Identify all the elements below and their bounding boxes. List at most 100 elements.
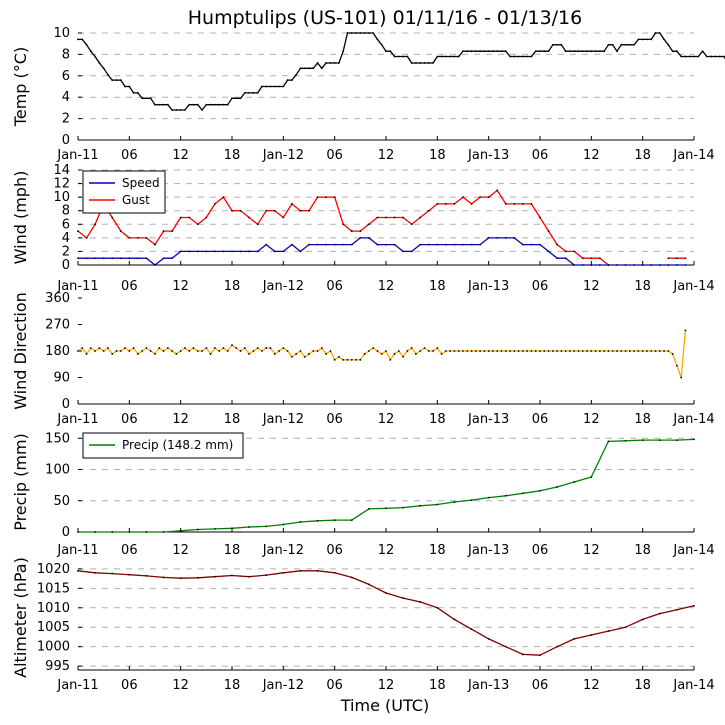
altimeter-xtick-label: 06 bbox=[532, 678, 549, 693]
wind-data-point bbox=[479, 243, 482, 246]
wind-data-point bbox=[684, 257, 687, 260]
wind-data-point bbox=[367, 223, 370, 226]
temp-data-point bbox=[115, 79, 118, 81]
temp-data-point bbox=[192, 103, 195, 106]
dir-data-point bbox=[342, 358, 345, 361]
dir-data-point bbox=[98, 347, 101, 349]
temp-data-point bbox=[457, 55, 460, 58]
temp-data-point bbox=[440, 55, 443, 58]
wind-data-point bbox=[342, 223, 345, 226]
altimeter-xtick-label: 12 bbox=[583, 678, 600, 693]
temp-data-point bbox=[226, 103, 229, 106]
wind-y-axis-title: Wind (mph) bbox=[11, 171, 30, 265]
altimeter-xtick-label: Jan-11 bbox=[56, 678, 98, 693]
dir-data-point bbox=[462, 350, 464, 352]
dir-data-point bbox=[252, 350, 255, 352]
precip-data-point bbox=[316, 519, 319, 522]
precip-xtick-label: 06 bbox=[121, 543, 138, 558]
dir-xtick-label: 12 bbox=[378, 412, 395, 427]
wind-data-point bbox=[171, 230, 174, 232]
wind-ytick-label: 6 bbox=[62, 217, 70, 232]
temp-data-point bbox=[684, 55, 687, 58]
dir-data-point bbox=[269, 347, 272, 349]
dir-data-point bbox=[534, 350, 537, 352]
dir-data-point bbox=[586, 350, 588, 352]
altimeter-ytick-label: 1005 bbox=[37, 620, 70, 635]
temp-data-point bbox=[248, 92, 251, 94]
altimeter-ytick-label: 1000 bbox=[37, 640, 70, 655]
altimeter-data-point bbox=[179, 577, 182, 580]
dir-data-point bbox=[380, 353, 383, 355]
precip-data-point bbox=[385, 507, 387, 510]
wind-xtick-label: Jan-12 bbox=[262, 279, 304, 294]
precip-data-point bbox=[487, 496, 490, 499]
dir-xtick-label: 18 bbox=[634, 412, 651, 427]
dir-data-point bbox=[81, 347, 84, 349]
wind-series-speed bbox=[78, 237, 686, 266]
temp-data-point bbox=[521, 55, 524, 58]
dir-data-point bbox=[372, 347, 375, 349]
wind-xtick-label: 06 bbox=[326, 279, 343, 294]
dir-data-point bbox=[389, 358, 392, 361]
dir-xtick-label: 12 bbox=[583, 412, 600, 427]
temp-data-point bbox=[393, 55, 396, 58]
temp-data-point bbox=[171, 109, 174, 111]
precip-data-point bbox=[658, 439, 661, 442]
dir-data-point bbox=[303, 355, 306, 358]
dir-xtick-label: 18 bbox=[224, 412, 241, 427]
wind-data-point bbox=[102, 257, 105, 260]
wind-data-point bbox=[248, 250, 251, 253]
dir-data-point bbox=[175, 353, 178, 355]
dir-data-point bbox=[299, 350, 302, 352]
temp-data-point bbox=[611, 43, 614, 46]
temp-data-point bbox=[705, 55, 708, 58]
dir-data-point bbox=[265, 347, 268, 349]
temp-data-point bbox=[149, 97, 152, 100]
temp-data-point bbox=[560, 43, 563, 46]
wind-data-point bbox=[539, 243, 541, 246]
temp-data-point bbox=[410, 62, 413, 64]
temp-data-point bbox=[218, 103, 221, 106]
wind-data-point bbox=[667, 264, 670, 266]
temp-data-point bbox=[111, 79, 114, 81]
temp-data-point bbox=[616, 50, 618, 53]
dir-ytick-label: 180 bbox=[45, 344, 70, 359]
temp-data-point bbox=[141, 97, 144, 100]
altimeter-data-point bbox=[367, 583, 370, 586]
temp-y-axis-title: Temp (°C) bbox=[11, 47, 30, 127]
dir-data-point bbox=[290, 355, 293, 358]
temp-data-point bbox=[714, 55, 717, 58]
dir-data-point bbox=[509, 350, 511, 352]
temp-data-point bbox=[256, 92, 259, 94]
temp-data-point bbox=[389, 50, 392, 53]
temp-data-point bbox=[436, 55, 439, 58]
dir-data-point bbox=[526, 350, 529, 352]
dir-data-point bbox=[162, 350, 165, 352]
wind-data-point bbox=[419, 216, 422, 219]
altimeter-data-point bbox=[487, 637, 490, 640]
wind-data-point bbox=[308, 243, 310, 246]
altimeter-xtick-label: 06 bbox=[121, 678, 138, 693]
temp-data-point bbox=[633, 43, 636, 46]
wind-data-point bbox=[316, 196, 319, 199]
dir-data-point bbox=[231, 344, 233, 347]
dir-data-point bbox=[611, 350, 614, 352]
wind-ytick-label: 10 bbox=[53, 190, 70, 205]
wind-data-point bbox=[205, 250, 208, 253]
dir-data-point bbox=[261, 350, 263, 352]
wind-data-point bbox=[641, 264, 644, 266]
temp-data-point bbox=[710, 55, 713, 58]
temp-data-point bbox=[222, 103, 225, 106]
temp-data-point bbox=[449, 55, 452, 58]
altimeter-data-point bbox=[436, 606, 439, 609]
dir-data-point bbox=[192, 347, 195, 349]
wind-data-point bbox=[487, 196, 490, 199]
dir-data-point bbox=[564, 350, 567, 352]
wind-data-point bbox=[85, 257, 88, 260]
dir-data-point bbox=[363, 353, 366, 355]
dir-data-point bbox=[325, 353, 328, 355]
wind-data-point bbox=[282, 250, 285, 253]
wind-data-point bbox=[333, 243, 336, 246]
wind-data-point bbox=[154, 264, 156, 266]
wind-data-point bbox=[564, 257, 567, 260]
